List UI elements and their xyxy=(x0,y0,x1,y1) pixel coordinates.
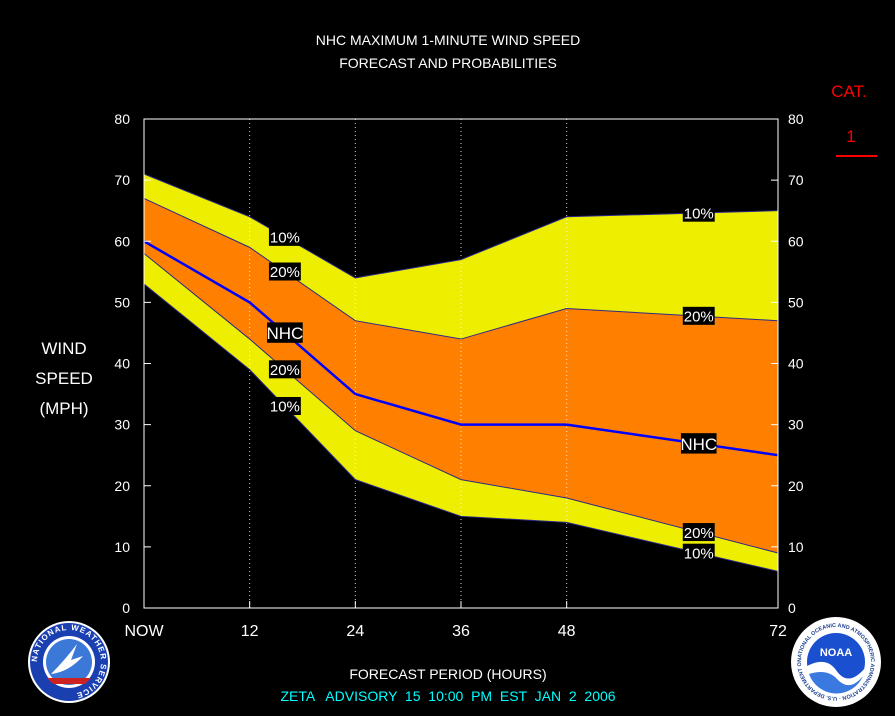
y-tick-label-right-0: 0 xyxy=(788,600,796,616)
curve-label-bg-3 xyxy=(268,360,301,379)
x-axis-label: FORECAST PERIOD (HOURS) xyxy=(349,666,546,682)
y-tick-label-left-20: 20 xyxy=(114,478,130,494)
noaa-logo: NOAA NATIONAL OCEANIC AND ATMOSPHERIC AD… xyxy=(791,617,881,707)
y-tick-label-right-10: 10 xyxy=(788,539,804,555)
chart-title-line1: NHC MAXIMUM 1-MINUTE WIND SPEED xyxy=(316,32,580,48)
curve-label-2: NHC xyxy=(266,324,303,343)
x-tick-label-48: 48 xyxy=(558,623,576,640)
axis-ticks: 0 0 10 10 20 20 30 30 40 40 50 50 60 60 70 70 80 80 NOW 12 2… xyxy=(114,111,803,640)
curve-label-bg-0 xyxy=(268,227,301,246)
y-tick-label-right-40: 40 xyxy=(788,356,804,372)
y-axis-label-line2: SPEED xyxy=(35,369,93,388)
x-tick-label-0: NOW xyxy=(124,623,164,640)
x-tick-label-24: 24 xyxy=(346,623,364,640)
x-tick-label-72: 72 xyxy=(769,623,787,640)
curve-label-6: 20% xyxy=(684,309,714,326)
category-heading: CAT. xyxy=(831,82,867,101)
curve-label-9: 10% xyxy=(684,545,714,562)
y-tick-label-left-40: 40 xyxy=(114,356,130,372)
y-tick-label-left-60: 60 xyxy=(114,233,130,249)
x-tick-label-12: 12 xyxy=(241,623,259,640)
curve-label-bg-8 xyxy=(682,523,715,542)
y-axis-label-line1: WIND xyxy=(41,339,86,358)
y-tick-label-right-60: 60 xyxy=(788,233,804,249)
curve-label-8: 20% xyxy=(684,525,714,542)
curve-label-bg-6 xyxy=(682,306,715,325)
y-axis-label-line3: (MPH) xyxy=(39,399,88,418)
noaa-logo-text: NOAA xyxy=(820,647,852,659)
curve-label-1: 20% xyxy=(270,264,300,281)
category-value: 1 xyxy=(846,127,855,146)
series-line-1 xyxy=(143,198,779,340)
series-line-nhc xyxy=(143,240,779,457)
curve-label-bg-1 xyxy=(268,262,301,281)
y-tick-label-left-10: 10 xyxy=(114,539,130,555)
y-tick-label-right-30: 30 xyxy=(788,417,804,433)
curve-label-bg-2 xyxy=(267,322,303,343)
national-weather-service-logo: NATIONAL WEATHER SERVICE xyxy=(28,621,110,703)
series-line-4 xyxy=(143,283,779,572)
y-tick-label-left-30: 30 xyxy=(114,417,130,433)
curve-label-bg-7 xyxy=(680,433,717,454)
curve-label-bg-5 xyxy=(682,203,715,222)
y-tick-label-left-50: 50 xyxy=(114,294,130,310)
series-lines xyxy=(143,173,779,572)
vertical-grid xyxy=(249,119,568,608)
series-line-0 xyxy=(143,173,779,279)
curve-label-bg-4 xyxy=(268,396,301,415)
curve-label-3: 20% xyxy=(270,362,300,379)
curve-label-0: 10% xyxy=(270,230,300,247)
curve-labels: 10% 20% NHC 20% 10% 10% 20% NHC 20% 10% xyxy=(266,203,717,562)
curve-label-5: 10% xyxy=(684,205,714,222)
y-tick-label-left-70: 70 xyxy=(114,172,130,188)
curve-label-7: NHC xyxy=(680,435,717,454)
curve-label-4: 10% xyxy=(270,399,300,416)
y-tick-label-right-20: 20 xyxy=(788,478,804,494)
series-line-3 xyxy=(143,253,779,554)
advisory-line: ZETA ADVISORY 15 10:00 PM EST JAN 2 2006 xyxy=(280,688,615,704)
chart-title-line2: FORECAST AND PROBABILITIES xyxy=(339,55,557,71)
y-tick-label-left-80: 80 xyxy=(114,111,130,127)
y-tick-label-left-0: 0 xyxy=(122,600,130,616)
curve-label-bg-9 xyxy=(682,543,715,562)
y-tick-label-right-80: 80 xyxy=(788,111,804,127)
x-tick-label-36: 36 xyxy=(452,623,470,640)
y-tick-label-right-50: 50 xyxy=(788,294,804,310)
y-tick-label-right-70: 70 xyxy=(788,172,804,188)
